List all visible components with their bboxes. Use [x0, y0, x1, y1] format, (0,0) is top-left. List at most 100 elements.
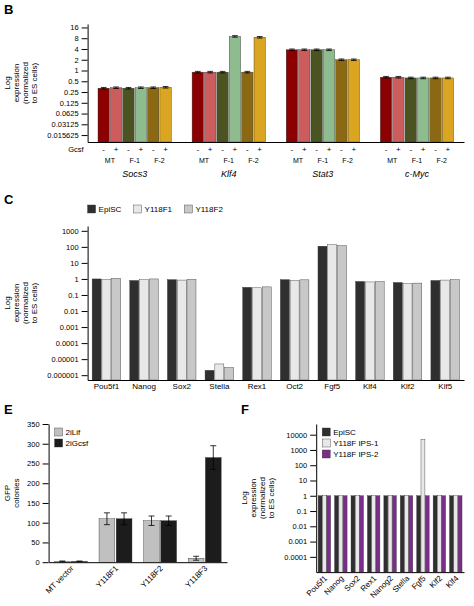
error-bar: [314, 49, 320, 51]
error-bar: [326, 49, 332, 51]
error-bar-cap: [445, 78, 451, 79]
x-tick-label: Sox2: [343, 573, 363, 593]
error-bar-cap: [163, 86, 169, 87]
bar: [413, 283, 422, 380]
error-bar: [383, 76, 389, 78]
y-tick-label: 4: [74, 45, 78, 54]
bar: [204, 72, 215, 142]
x-tick-label: Klf4: [444, 573, 461, 590]
y-tick-mark: [82, 114, 88, 115]
bar: [318, 246, 327, 380]
error-bar: [101, 87, 107, 89]
figure: B0.0156250.031250.06250.1250.250.5124816…: [0, 0, 474, 606]
y-axis: 050100150200250300350: [27, 420, 49, 567]
y-axis: 0.00010.0010.010.1110100100010000: [284, 425, 316, 573]
bar: [99, 519, 115, 562]
bar: [367, 496, 371, 572]
error-bar-cap: [339, 60, 345, 61]
error-bar-cap: [113, 88, 119, 89]
x-axis-line: [317, 572, 465, 573]
y-tick: 0: [35, 558, 48, 567]
y-tick-mark: [43, 523, 49, 524]
error-bar-cap: [149, 515, 155, 516]
bar: [161, 521, 177, 562]
y-tick-label: 0.000001: [47, 371, 78, 380]
y-tick-mark: [310, 450, 316, 451]
y-tick-mark: [82, 375, 88, 376]
error-bar-cap: [163, 88, 169, 89]
error-bar-cap: [408, 78, 414, 79]
y-tick-mark: [82, 343, 88, 344]
group-label: MT: [105, 157, 116, 164]
legend-item: 2iGcsf: [55, 439, 89, 448]
y-tick: 0.03125: [51, 120, 87, 129]
legend-label: 2iLif: [66, 428, 81, 437]
y-tick-mark: [43, 444, 49, 445]
y-tick-label: 8: [74, 34, 78, 43]
plot: 0.00010.0010.010.1110100100010000Logexpr…: [240, 425, 464, 601]
x-tick-label: Stella: [209, 382, 230, 391]
y-tick-label: 250: [27, 459, 40, 468]
group-label: F-1: [318, 157, 329, 164]
y-tick-label: 0.25: [64, 88, 79, 97]
bar: [405, 78, 416, 142]
sign-label: -: [409, 145, 412, 154]
y-tick-mark: [43, 542, 49, 543]
bar: [311, 50, 322, 142]
error-bar-cap: [126, 87, 132, 88]
bar: [322, 496, 326, 572]
bar: [380, 77, 391, 142]
error-bar-cap: [195, 72, 201, 73]
x-tick-label: Y118F1: [94, 564, 120, 590]
bar: [262, 287, 271, 380]
error-bar-cap: [121, 512, 127, 513]
error-bar-cap: [76, 561, 82, 562]
y-tick-mark: [82, 38, 88, 39]
bar: [318, 496, 322, 572]
group-label: MT: [199, 157, 210, 164]
y-tick-mark: [82, 263, 88, 264]
marks: [318, 439, 462, 572]
error-bar-cap: [59, 561, 65, 562]
y-axis-title-line: to ES cells): [267, 478, 276, 519]
sign-label: +: [163, 145, 168, 154]
bar: [167, 280, 176, 380]
bar: [123, 88, 134, 142]
x-tick: Stella: [209, 382, 230, 391]
sign-label: -: [340, 145, 343, 154]
y-tick: 0.001: [288, 537, 316, 546]
y-tick-mark: [82, 327, 88, 328]
x-axis: Pou5f1NanogSox2StellaRex1Oct2Fgf5Klf4Klf…: [88, 381, 464, 391]
sign-label: +: [257, 145, 262, 154]
x-tick: Klf4: [444, 573, 461, 590]
y-tick-mark: [82, 60, 88, 61]
error-bar: [113, 87, 119, 89]
bar: [441, 280, 450, 380]
y-tick: 16: [70, 23, 87, 32]
error-bar-cap: [301, 49, 307, 50]
error-bar: [244, 71, 250, 73]
legend-label: Y118F2: [195, 205, 223, 214]
y-tick-mark: [310, 557, 316, 558]
bar: [54, 561, 70, 562]
series: [327, 496, 462, 572]
y-axis-title-line: Log: [240, 491, 249, 504]
x-axis: Pou5f1NanogSox2Rex1Nanog2StellaFgf5Klf2K…: [305, 573, 465, 600]
y-axis-line: [88, 25, 89, 143]
bar: [433, 496, 437, 572]
error-bar-cap: [408, 77, 414, 78]
legend-label: 2iGcsf: [66, 439, 89, 448]
bar: [393, 283, 402, 380]
legend-label: EpiSC: [333, 428, 356, 437]
y-axis: 0.0156250.031250.06250.1250.250.5124816: [47, 23, 88, 142]
y-tick-label: 0.0625: [56, 109, 79, 118]
y-tick: 1: [74, 66, 87, 75]
x-tick: Klf4: [363, 382, 377, 391]
bar: [102, 280, 111, 380]
row-label: Gcsf: [68, 145, 84, 154]
bar: [393, 77, 404, 142]
y-tick: 300: [27, 440, 49, 449]
error-bar: [163, 86, 169, 88]
y-tick-mark: [82, 81, 88, 82]
sign-label: -: [385, 145, 388, 154]
